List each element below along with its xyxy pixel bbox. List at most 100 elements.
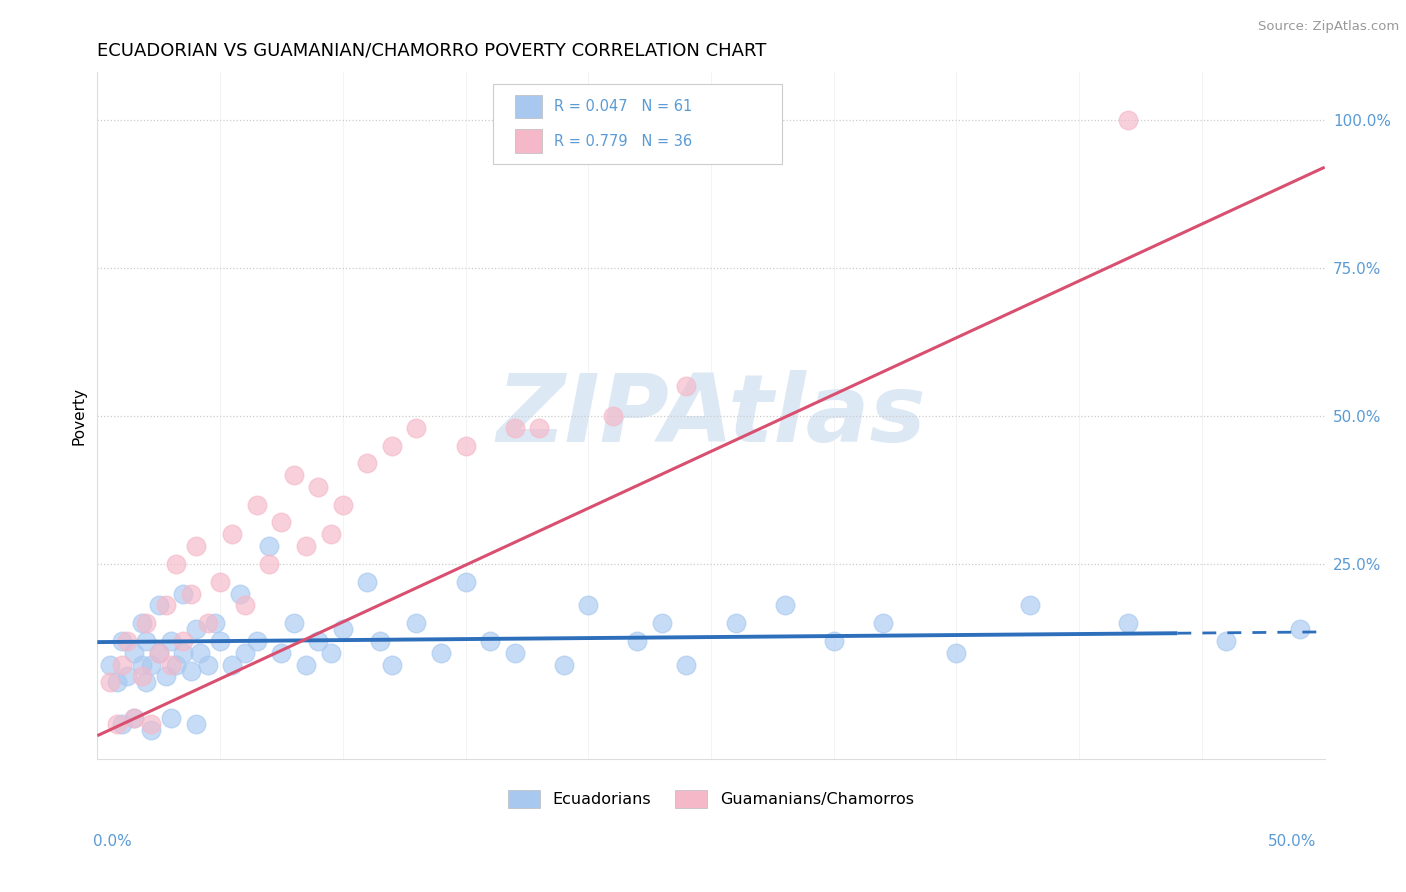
Point bbox=[381, 438, 404, 452]
Point bbox=[122, 646, 145, 660]
Point bbox=[115, 634, 138, 648]
Point bbox=[165, 557, 187, 571]
FancyBboxPatch shape bbox=[515, 129, 541, 153]
Point bbox=[576, 599, 599, 613]
Point bbox=[651, 616, 673, 631]
Point bbox=[184, 716, 207, 731]
Point bbox=[135, 616, 157, 631]
Point bbox=[405, 421, 427, 435]
Point bbox=[553, 657, 575, 672]
Point bbox=[945, 646, 967, 660]
Point bbox=[141, 716, 163, 731]
Point bbox=[135, 675, 157, 690]
Point bbox=[122, 711, 145, 725]
Point bbox=[111, 634, 134, 648]
Point bbox=[503, 421, 526, 435]
Point bbox=[184, 539, 207, 553]
Text: ZIPAtlas: ZIPAtlas bbox=[496, 370, 927, 462]
Point bbox=[160, 657, 183, 672]
Point bbox=[270, 646, 292, 660]
Point bbox=[131, 657, 153, 672]
Point bbox=[209, 634, 232, 648]
Point bbox=[1019, 599, 1042, 613]
Point bbox=[148, 599, 170, 613]
Point bbox=[479, 634, 502, 648]
Point bbox=[295, 539, 318, 553]
Point bbox=[1116, 112, 1139, 127]
Point bbox=[368, 634, 391, 648]
Point bbox=[165, 657, 187, 672]
Legend: Ecuadorians, Guamanians/Chamorros: Ecuadorians, Guamanians/Chamorros bbox=[502, 783, 921, 814]
Point bbox=[180, 664, 202, 678]
Point bbox=[105, 675, 128, 690]
Point bbox=[283, 468, 305, 483]
Point bbox=[204, 616, 226, 631]
Point bbox=[148, 646, 170, 660]
Point bbox=[319, 527, 342, 541]
Point bbox=[332, 498, 354, 512]
Point bbox=[823, 634, 845, 648]
Point bbox=[155, 599, 177, 613]
Point bbox=[155, 669, 177, 683]
Point bbox=[257, 539, 280, 553]
Point bbox=[626, 634, 648, 648]
Point bbox=[381, 657, 404, 672]
Point bbox=[724, 616, 747, 631]
Point bbox=[180, 586, 202, 600]
Point bbox=[332, 622, 354, 636]
Text: R = 0.779   N = 36: R = 0.779 N = 36 bbox=[554, 134, 692, 149]
FancyBboxPatch shape bbox=[515, 95, 541, 119]
Point bbox=[209, 574, 232, 589]
Point bbox=[356, 456, 378, 470]
FancyBboxPatch shape bbox=[492, 84, 782, 164]
Point bbox=[307, 480, 329, 494]
Point bbox=[160, 711, 183, 725]
Point bbox=[221, 527, 243, 541]
Text: Source: ZipAtlas.com: Source: ZipAtlas.com bbox=[1258, 20, 1399, 33]
Text: ECUADORIAN VS GUAMANIAN/CHAMORRO POVERTY CORRELATION CHART: ECUADORIAN VS GUAMANIAN/CHAMORRO POVERTY… bbox=[97, 42, 766, 60]
Point bbox=[190, 646, 212, 660]
Point bbox=[172, 646, 194, 660]
Point bbox=[141, 657, 163, 672]
Point bbox=[454, 438, 477, 452]
Point bbox=[160, 634, 183, 648]
Point bbox=[233, 599, 256, 613]
Point bbox=[246, 634, 269, 648]
Point bbox=[105, 716, 128, 731]
Point bbox=[233, 646, 256, 660]
Point bbox=[307, 634, 329, 648]
Point bbox=[172, 586, 194, 600]
Point bbox=[184, 622, 207, 636]
Point bbox=[602, 409, 624, 423]
Point bbox=[503, 646, 526, 660]
Point bbox=[98, 675, 121, 690]
Point bbox=[675, 379, 697, 393]
Point bbox=[1289, 622, 1312, 636]
Point bbox=[675, 657, 697, 672]
Point bbox=[1215, 634, 1237, 648]
Point bbox=[405, 616, 427, 631]
Point bbox=[122, 711, 145, 725]
Point bbox=[872, 616, 894, 631]
Text: 0.0%: 0.0% bbox=[93, 834, 132, 848]
Point bbox=[430, 646, 453, 660]
Point bbox=[148, 646, 170, 660]
Point bbox=[246, 498, 269, 512]
Point bbox=[98, 657, 121, 672]
Point bbox=[1116, 616, 1139, 631]
Text: R = 0.047   N = 61: R = 0.047 N = 61 bbox=[554, 99, 692, 114]
Point bbox=[115, 669, 138, 683]
Point bbox=[319, 646, 342, 660]
Point bbox=[141, 723, 163, 737]
Point bbox=[295, 657, 318, 672]
Point bbox=[228, 586, 250, 600]
Point bbox=[270, 516, 292, 530]
Point bbox=[197, 616, 219, 631]
Text: 50.0%: 50.0% bbox=[1268, 834, 1316, 848]
Point bbox=[135, 634, 157, 648]
Point bbox=[454, 574, 477, 589]
Point bbox=[527, 421, 550, 435]
Point bbox=[257, 557, 280, 571]
Point bbox=[111, 716, 134, 731]
Point bbox=[283, 616, 305, 631]
